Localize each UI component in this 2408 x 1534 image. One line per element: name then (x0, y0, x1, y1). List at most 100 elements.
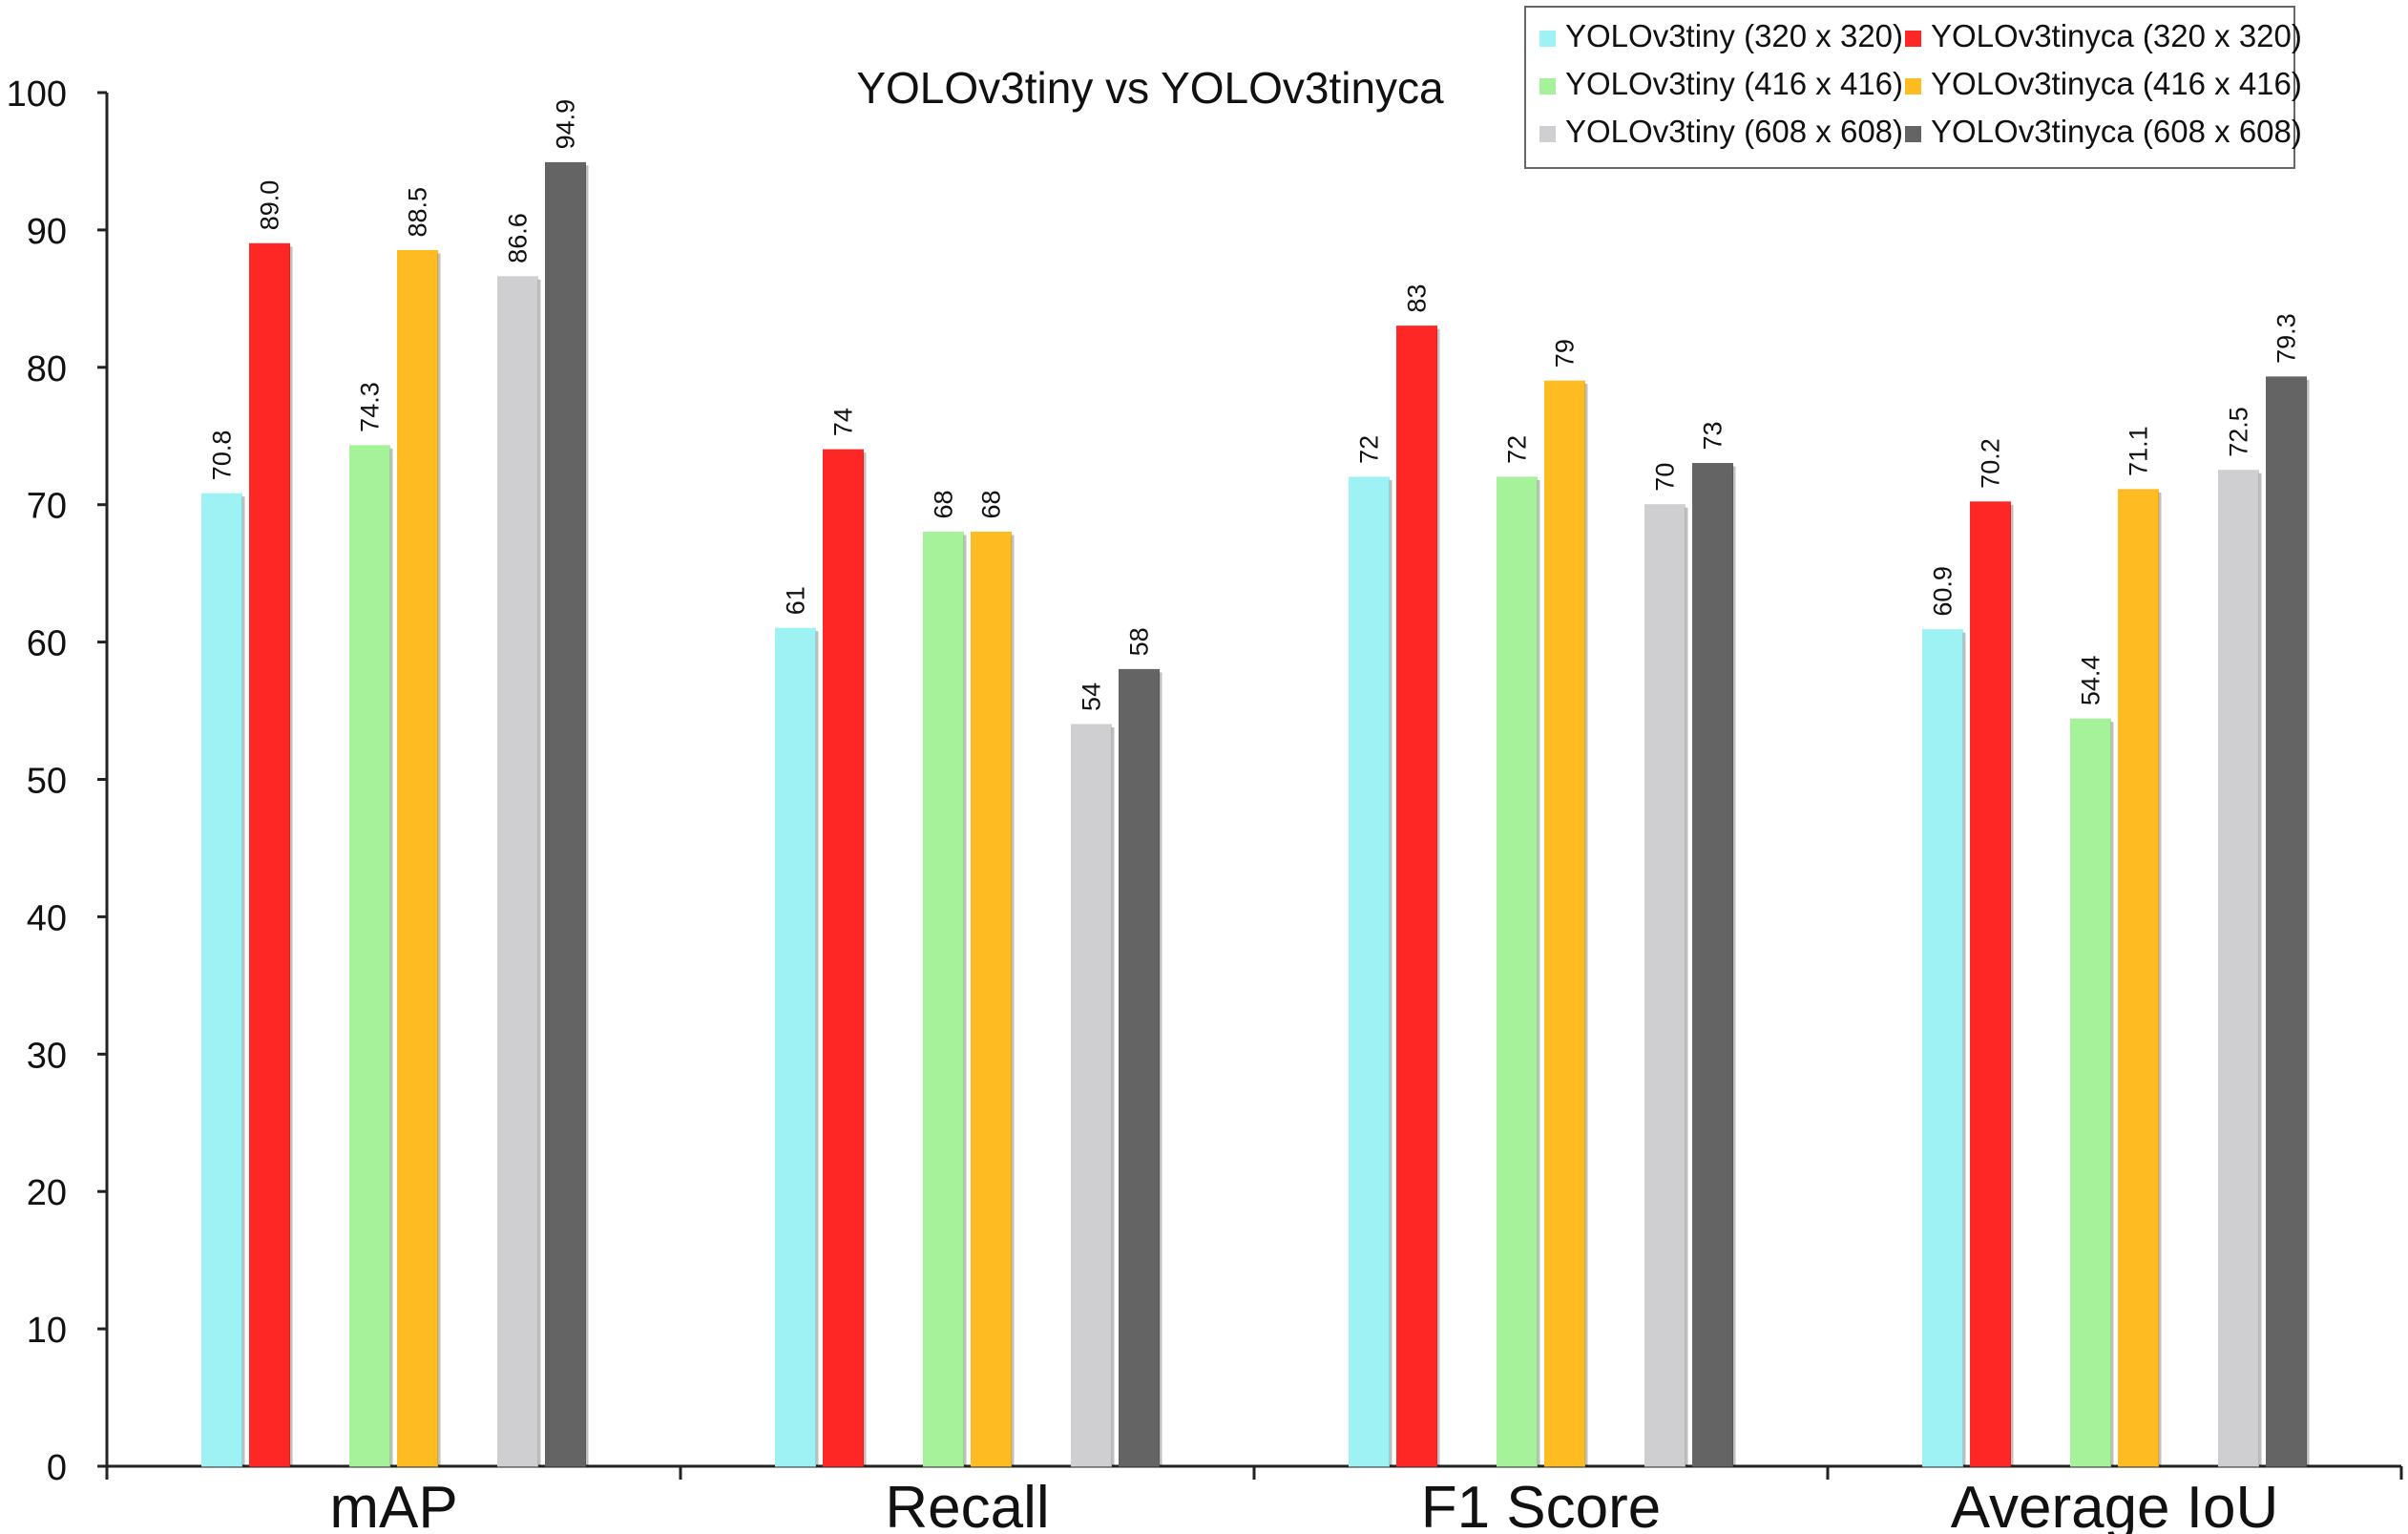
bar (2118, 489, 2159, 1467)
bar-shadow (1537, 479, 1540, 1466)
data-label: 61 (782, 586, 810, 615)
y-tick-label: 50 (27, 762, 67, 802)
bar-shadow (1436, 328, 1440, 1466)
legend-label: YOLOv3tinyca (320 x 320) (1931, 18, 2302, 53)
bar-shadow (2110, 722, 2114, 1466)
bar-shadow (437, 253, 441, 1466)
data-label: 72.5 (2225, 407, 2253, 457)
data-label: 73 (1699, 421, 1727, 450)
data-label: 74.3 (356, 382, 385, 432)
data-label: 68 (930, 490, 958, 518)
bar-shadow (2258, 473, 2262, 1467)
data-labels: 70.8 89.0 74.3 88.5 86.6 94.9 61 74 68 68 54 58 72 83… (208, 99, 2301, 711)
bar (823, 449, 864, 1467)
data-label: 72 (1503, 435, 1532, 464)
data-label: 88.5 (404, 187, 432, 238)
bar (249, 242, 290, 1467)
bar (971, 531, 1012, 1467)
x-category-label: Recall (885, 1475, 1049, 1534)
bar (2218, 470, 2259, 1467)
bar (2266, 376, 2307, 1467)
bar-shadow (2306, 379, 2310, 1466)
legend-label: YOLOv3tinyca (608 x 608) (1931, 114, 2302, 149)
bar-shadow (1159, 672, 1162, 1466)
y-tick-label: 70 (27, 487, 67, 527)
legend-swatch (1905, 31, 1921, 47)
data-label: 70 (1651, 463, 1680, 492)
y-tick-label: 60 (27, 624, 67, 664)
bar (1119, 668, 1160, 1467)
data-label: 83 (1403, 284, 1432, 313)
data-label: 54.4 (2077, 656, 2105, 706)
bar-shadow (863, 452, 867, 1466)
bar (397, 249, 438, 1467)
bar (1922, 629, 1963, 1467)
bar (349, 445, 390, 1467)
bar (1349, 476, 1390, 1467)
bar (775, 627, 816, 1467)
bar-shadow (1584, 384, 1588, 1467)
data-label: 86.6 (504, 213, 533, 263)
legend: YOLOv3tiny (320 x 320) YOLOv3tinyca (320 … (1524, 6, 2302, 169)
y-tick-label: 0 (47, 1448, 67, 1488)
bar (497, 276, 538, 1467)
legend-swatch (1539, 78, 1556, 95)
bar-shadow (389, 448, 393, 1466)
legend-swatch (1539, 126, 1556, 142)
bar (1970, 501, 2011, 1467)
legend-label: YOLOv3tinyca (416 x 416) (1931, 66, 2302, 101)
data-label: 74 (829, 408, 858, 436)
data-label: 60.9 (1929, 566, 1958, 617)
bar (1071, 724, 1112, 1467)
y-tick-label: 80 (27, 349, 67, 389)
bar (923, 531, 964, 1467)
bar-shadow (815, 631, 819, 1466)
bar-shadow (2158, 492, 2162, 1466)
data-label: 94.9 (552, 99, 580, 150)
bar (545, 161, 586, 1467)
legend-label: YOLOv3tiny (320 x 320) (1565, 18, 1903, 53)
bar-shadow (241, 496, 245, 1466)
y-tick-label: 30 (27, 1036, 67, 1076)
legend-label: YOLOv3tiny (416 x 416) (1565, 66, 1903, 101)
data-label: 54 (1078, 683, 1106, 711)
bar-shadow (1011, 535, 1015, 1466)
data-label: 70.2 (1977, 438, 2005, 489)
chart-title: YOLOv3tiny vs YOLOv3tinyca (856, 63, 1444, 113)
x-category-label: F1 Score (1421, 1475, 1662, 1534)
y-tick-label: 90 (27, 212, 67, 252)
axes: 0 10 20 30 40 50 60 70 80 90 100 mAP Recall F1 Score A… (7, 74, 2403, 1534)
bar-shadow (1111, 726, 1115, 1466)
data-label: 72 (1355, 435, 1384, 464)
bar-shadow (1962, 632, 1966, 1466)
legend-swatch (1905, 78, 1921, 95)
bar (1396, 326, 1437, 1467)
y-tick-label: 100 (7, 74, 67, 115)
bar-shadow (537, 279, 541, 1467)
data-label: 79 (1551, 339, 1580, 368)
data-label: 71.1 (2125, 426, 2153, 476)
bar-shadow (2010, 504, 2014, 1466)
bar-shadow (963, 535, 967, 1466)
legend-swatch (1539, 31, 1556, 47)
bars (201, 161, 2310, 1467)
bar (1544, 380, 1585, 1467)
data-label: 79.3 (2272, 313, 2301, 364)
bar (1644, 504, 1686, 1467)
x-category-label: mAP (329, 1475, 457, 1534)
bar-shadow (1732, 466, 1736, 1466)
bar (1692, 463, 1733, 1467)
data-label: 68 (977, 490, 1006, 518)
y-tick-label: 40 (27, 898, 67, 938)
x-category-label: Average IoU (1951, 1475, 2279, 1534)
data-label: 58 (1125, 627, 1154, 656)
bar-shadow (1685, 507, 1688, 1466)
bar (201, 493, 242, 1467)
bar-shadow (585, 165, 589, 1466)
legend-swatch (1905, 126, 1921, 142)
bar-shadow (289, 246, 293, 1466)
data-label: 89.0 (256, 180, 284, 231)
bar-shadow (1389, 479, 1392, 1466)
y-tick-label: 20 (27, 1173, 67, 1213)
